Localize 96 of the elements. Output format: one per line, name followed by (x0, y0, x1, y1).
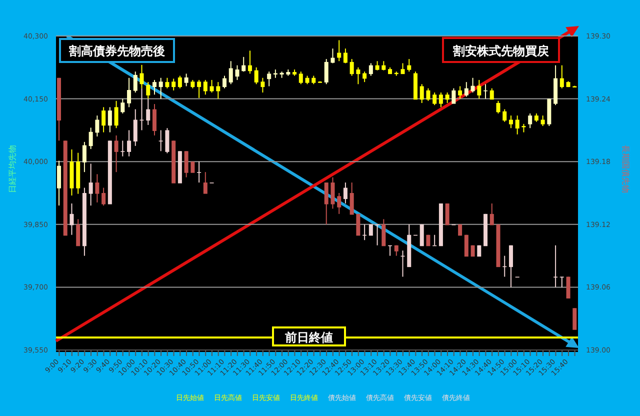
candlestick (368, 62, 373, 76)
candlestick (165, 128, 170, 154)
candlestick (254, 66, 258, 85)
candlestick (120, 98, 125, 114)
annotation: 割安株式先物買戻 (452, 44, 550, 58)
candlestick (343, 48, 348, 64)
candlestick (508, 115, 513, 129)
candlestick (445, 202, 450, 226)
candlestick (184, 150, 188, 178)
candlestick (560, 64, 564, 89)
candlestick (158, 77, 163, 100)
candlestick (502, 108, 507, 122)
candlestick (152, 104, 156, 136)
candlestick (88, 163, 93, 206)
candlestick (324, 58, 328, 85)
candlestick (127, 77, 132, 108)
candlestick (203, 172, 208, 194)
candlestick (70, 202, 74, 236)
candlestick (235, 64, 240, 80)
candlestick (515, 115, 520, 135)
candlestick (76, 218, 80, 246)
candlestick (382, 60, 386, 71)
candlestick (356, 66, 360, 85)
candlestick (490, 88, 494, 100)
candlestick (88, 127, 93, 150)
candlestick (197, 161, 202, 184)
candlestick (337, 40, 342, 62)
annotation: 割高債券先物売後 (68, 44, 165, 58)
candlestick (330, 176, 335, 210)
candlestick (133, 71, 138, 94)
candlestick (362, 71, 367, 83)
candlestick (452, 88, 456, 104)
y-axis-title: 日経平均先物 (8, 145, 17, 193)
candlestick (458, 86, 462, 100)
candlestick (222, 75, 227, 89)
candlestick (178, 75, 182, 89)
candlestick (203, 79, 208, 96)
candlestick (216, 82, 220, 100)
candlestick (350, 58, 354, 76)
candlestick (127, 130, 132, 157)
candlestick (572, 308, 577, 330)
candlestick (540, 115, 545, 127)
candlestick (184, 73, 188, 87)
candlestick (426, 88, 430, 102)
candlestick (133, 108, 138, 146)
candlestick (120, 140, 125, 157)
candlestick (375, 60, 380, 71)
candlestick (298, 71, 303, 85)
candlestick (566, 276, 570, 298)
candlestick (420, 224, 424, 246)
candlestick (242, 56, 246, 72)
candlestick (108, 106, 112, 133)
candlestick (560, 276, 564, 288)
candlestick (350, 182, 354, 215)
y2-axis-title: 長期国債先物 (621, 145, 630, 193)
candlestick (464, 234, 468, 257)
candlestick (260, 77, 265, 94)
candlestick (400, 62, 405, 74)
candlestick (356, 213, 360, 236)
candlestick (528, 112, 532, 129)
candlestick (420, 84, 424, 104)
candlestick (438, 92, 443, 108)
candlestick (197, 79, 202, 98)
candlestick (114, 134, 118, 173)
candlestick (57, 160, 61, 206)
candlestick (407, 58, 412, 72)
candlestick (210, 79, 214, 94)
candlestick (114, 100, 118, 129)
candlestick (445, 92, 450, 104)
candlestick (102, 106, 106, 133)
candlestick (172, 78, 176, 91)
candlestick (490, 202, 494, 226)
candlestick (248, 50, 252, 74)
candlestick (190, 161, 195, 173)
candlestick (432, 92, 437, 106)
candlestick (477, 79, 482, 100)
candlestick (95, 115, 100, 137)
candlestick (508, 244, 513, 288)
candlestick (554, 244, 558, 288)
candlestick (228, 60, 233, 85)
candlestick (95, 174, 100, 203)
candlestick (158, 130, 163, 152)
candlestick (337, 192, 342, 214)
candlestick (470, 77, 475, 94)
ref-line-label: 前日終値 (284, 330, 333, 344)
candlestick (102, 187, 106, 206)
candlestick (324, 182, 328, 225)
candlestick (382, 218, 386, 246)
candlestick (496, 100, 500, 114)
candlestick (464, 82, 468, 98)
candlestick (152, 79, 156, 96)
candlestick (82, 141, 86, 173)
candlestick (165, 77, 170, 89)
candlestick (330, 48, 335, 64)
candlestick (267, 71, 272, 87)
candlestick (343, 182, 348, 204)
